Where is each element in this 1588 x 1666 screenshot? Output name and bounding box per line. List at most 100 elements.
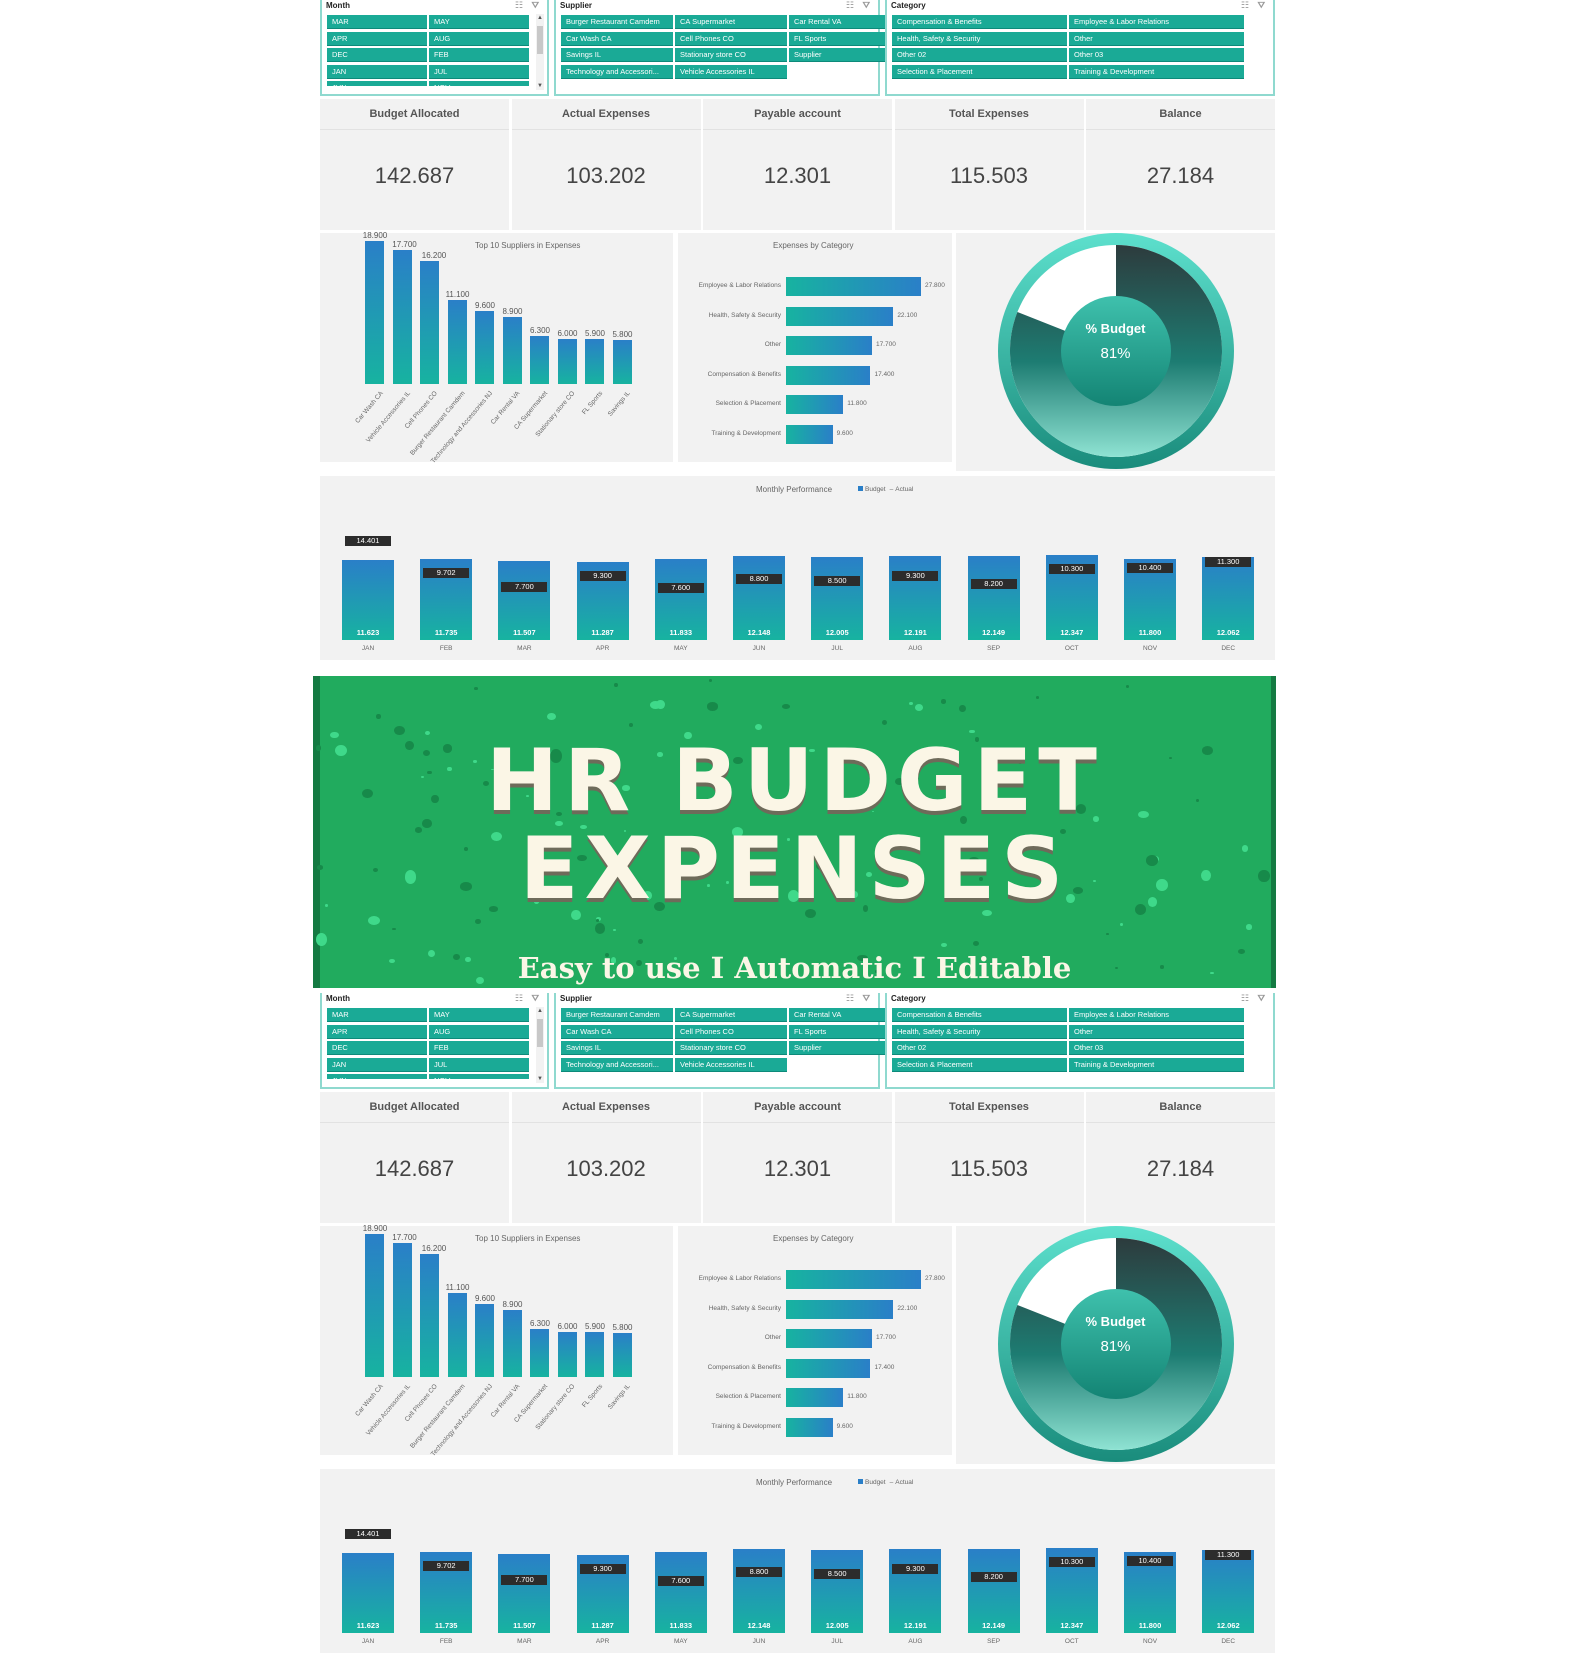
category-bar[interactable] [786,1418,833,1437]
category-bar[interactable] [786,1270,921,1289]
multi-select-icon[interactable]: ☷ [845,0,854,10]
supplier-bar[interactable] [475,311,494,384]
slicer-item[interactable]: NOV [429,1074,529,1079]
slicer-item[interactable]: Cell Phones CO [675,1024,787,1039]
monthly-budget-bar[interactable] [654,1551,707,1633]
slicer-item[interactable]: Other 02 [892,1041,1067,1055]
category-bar[interactable] [786,365,871,385]
slicer-item[interactable]: FL Sports [789,31,901,46]
slicer-item[interactable]: Other [1069,1024,1244,1039]
slicer-item[interactable]: Other 02 [892,48,1067,62]
slicer-item[interactable]: FEB [429,1041,529,1055]
slicer-item[interactable]: Training & Development [1069,64,1244,79]
slicer-item[interactable]: Savings IL [561,1041,673,1055]
slicer-item[interactable]: MAR [327,1008,427,1022]
supplier-bar[interactable] [392,250,412,384]
slicer-item[interactable]: Stationary store CO [675,1041,787,1055]
monthly-budget-bar[interactable] [733,1549,785,1633]
supplier-bar[interactable] [530,336,549,384]
supplier-bar[interactable] [585,339,604,384]
category-bar[interactable] [786,1329,872,1349]
slicer-item[interactable]: AUG [429,1024,529,1039]
slicer-item[interactable]: Car Wash CA [561,1024,673,1039]
scroll-down-icon[interactable]: ▼ [537,83,543,89]
multi-select-icon[interactable]: ☷ [1240,993,1249,1003]
slicer-item[interactable]: Technology and Accessori... [561,64,673,79]
supplier-bar[interactable] [447,300,467,384]
slicer-item[interactable]: DEC [327,1041,427,1055]
slicer-item[interactable]: CA Supermarket [675,1008,787,1022]
slicer-item[interactable]: FL Sports [789,1024,901,1039]
slicer-item[interactable]: Employee & Labor Relations [1069,15,1244,29]
multi-select-icon[interactable]: ☷ [514,0,523,10]
slicer-item[interactable]: Training & Development [1069,1057,1244,1072]
slicer-item[interactable]: Stationary store CO [675,48,787,62]
monthly-budget-bar[interactable] [889,1549,942,1633]
monthly-budget-bar[interactable] [889,556,942,640]
slicer-item[interactable]: JAN [327,1057,427,1072]
supplier-bar[interactable] [475,1304,494,1377]
slicer-item[interactable]: Burger Restaurant Camdem [561,1008,673,1022]
slicer-item[interactable]: AUG [429,31,529,46]
supplier-bar[interactable] [502,316,522,384]
category-bar[interactable] [786,1358,871,1378]
slicer-item[interactable]: Savings IL [561,48,673,62]
monthly-budget-bar[interactable] [342,1552,394,1633]
slicer-item[interactable]: Other 03 [1069,48,1244,62]
supplier-bar[interactable] [365,241,384,384]
slicer-item[interactable]: Employee & Labor Relations [1069,1008,1244,1022]
monthly-budget-bar[interactable] [811,1550,864,1633]
slicer-item[interactable]: Burger Restaurant Camdem [561,15,673,29]
slicer-item[interactable]: Other 03 [1069,1041,1244,1055]
slicer-item[interactable]: FEB [429,48,529,62]
supplier-bar[interactable] [612,1333,632,1377]
monthly-budget-bar[interactable] [1202,556,1255,640]
slicer-item[interactable]: JUL [429,64,529,79]
slicer-item[interactable]: Health, Safety & Security [892,31,1067,46]
clear-filter-icon[interactable]: ⛛ [862,993,870,1003]
slicer-item[interactable]: NOV [429,81,529,86]
multi-select-icon[interactable]: ☷ [845,993,854,1003]
multi-select-icon[interactable]: ☷ [514,993,523,1003]
slicer-item[interactable]: MAR [327,15,427,29]
slicer-item[interactable]: APR [327,31,427,46]
slicer-scrollbar[interactable]: ▲ ▼ [536,14,544,90]
monthly-budget-bar[interactable] [498,1553,551,1633]
slicer-item[interactable]: Selection & Placement [892,1057,1067,1072]
monthly-budget-bar[interactable] [654,558,707,640]
clear-filter-icon[interactable]: ⛛ [1257,0,1265,10]
category-bar[interactable] [786,395,844,415]
category-bar[interactable] [786,277,921,296]
scroll-up-icon[interactable]: ▲ [537,1008,543,1014]
slicer-item[interactable]: CA Supermarket [675,15,787,29]
slicer-item[interactable]: JUN [327,1074,427,1079]
slicer-item[interactable]: Supplier [789,1041,901,1055]
supplier-bar[interactable] [420,1254,439,1377]
clear-filter-icon[interactable]: ⛛ [531,0,539,10]
slicer-item[interactable]: Other [1069,31,1244,46]
slicer-scrollbar[interactable]: ▲ ▼ [536,1007,544,1083]
slicer-item[interactable]: Technology and Accessori... [561,1057,673,1072]
slicer-item[interactable]: Vehicle Accessories IL [675,1057,787,1072]
category-bar[interactable] [786,336,872,356]
slicer-item[interactable]: Supplier [789,48,901,62]
supplier-bar[interactable] [585,1332,604,1377]
category-bar[interactable] [786,1388,844,1408]
clear-filter-icon[interactable]: ⛛ [531,993,539,1003]
slicer-item[interactable]: Compensation & Benefits [892,15,1067,29]
scroll-up-icon[interactable]: ▲ [537,15,543,21]
slicer-item[interactable]: Car Wash CA [561,31,673,46]
monthly-budget-bar[interactable] [498,560,551,640]
supplier-bar[interactable] [557,1331,577,1377]
clear-filter-icon[interactable]: ⛛ [862,0,870,10]
multi-select-icon[interactable]: ☷ [1240,0,1249,10]
monthly-budget-bar[interactable] [967,556,1020,640]
monthly-budget-bar[interactable] [733,556,785,640]
slicer-item[interactable]: Selection & Placement [892,64,1067,79]
scroll-thumb[interactable] [537,1019,543,1047]
slicer-item[interactable]: Car Rental VA [789,1008,901,1022]
category-bar[interactable] [786,425,833,444]
clear-filter-icon[interactable]: ⛛ [1257,993,1265,1003]
scroll-down-icon[interactable]: ▼ [537,1076,543,1082]
supplier-bar[interactable] [557,338,577,384]
